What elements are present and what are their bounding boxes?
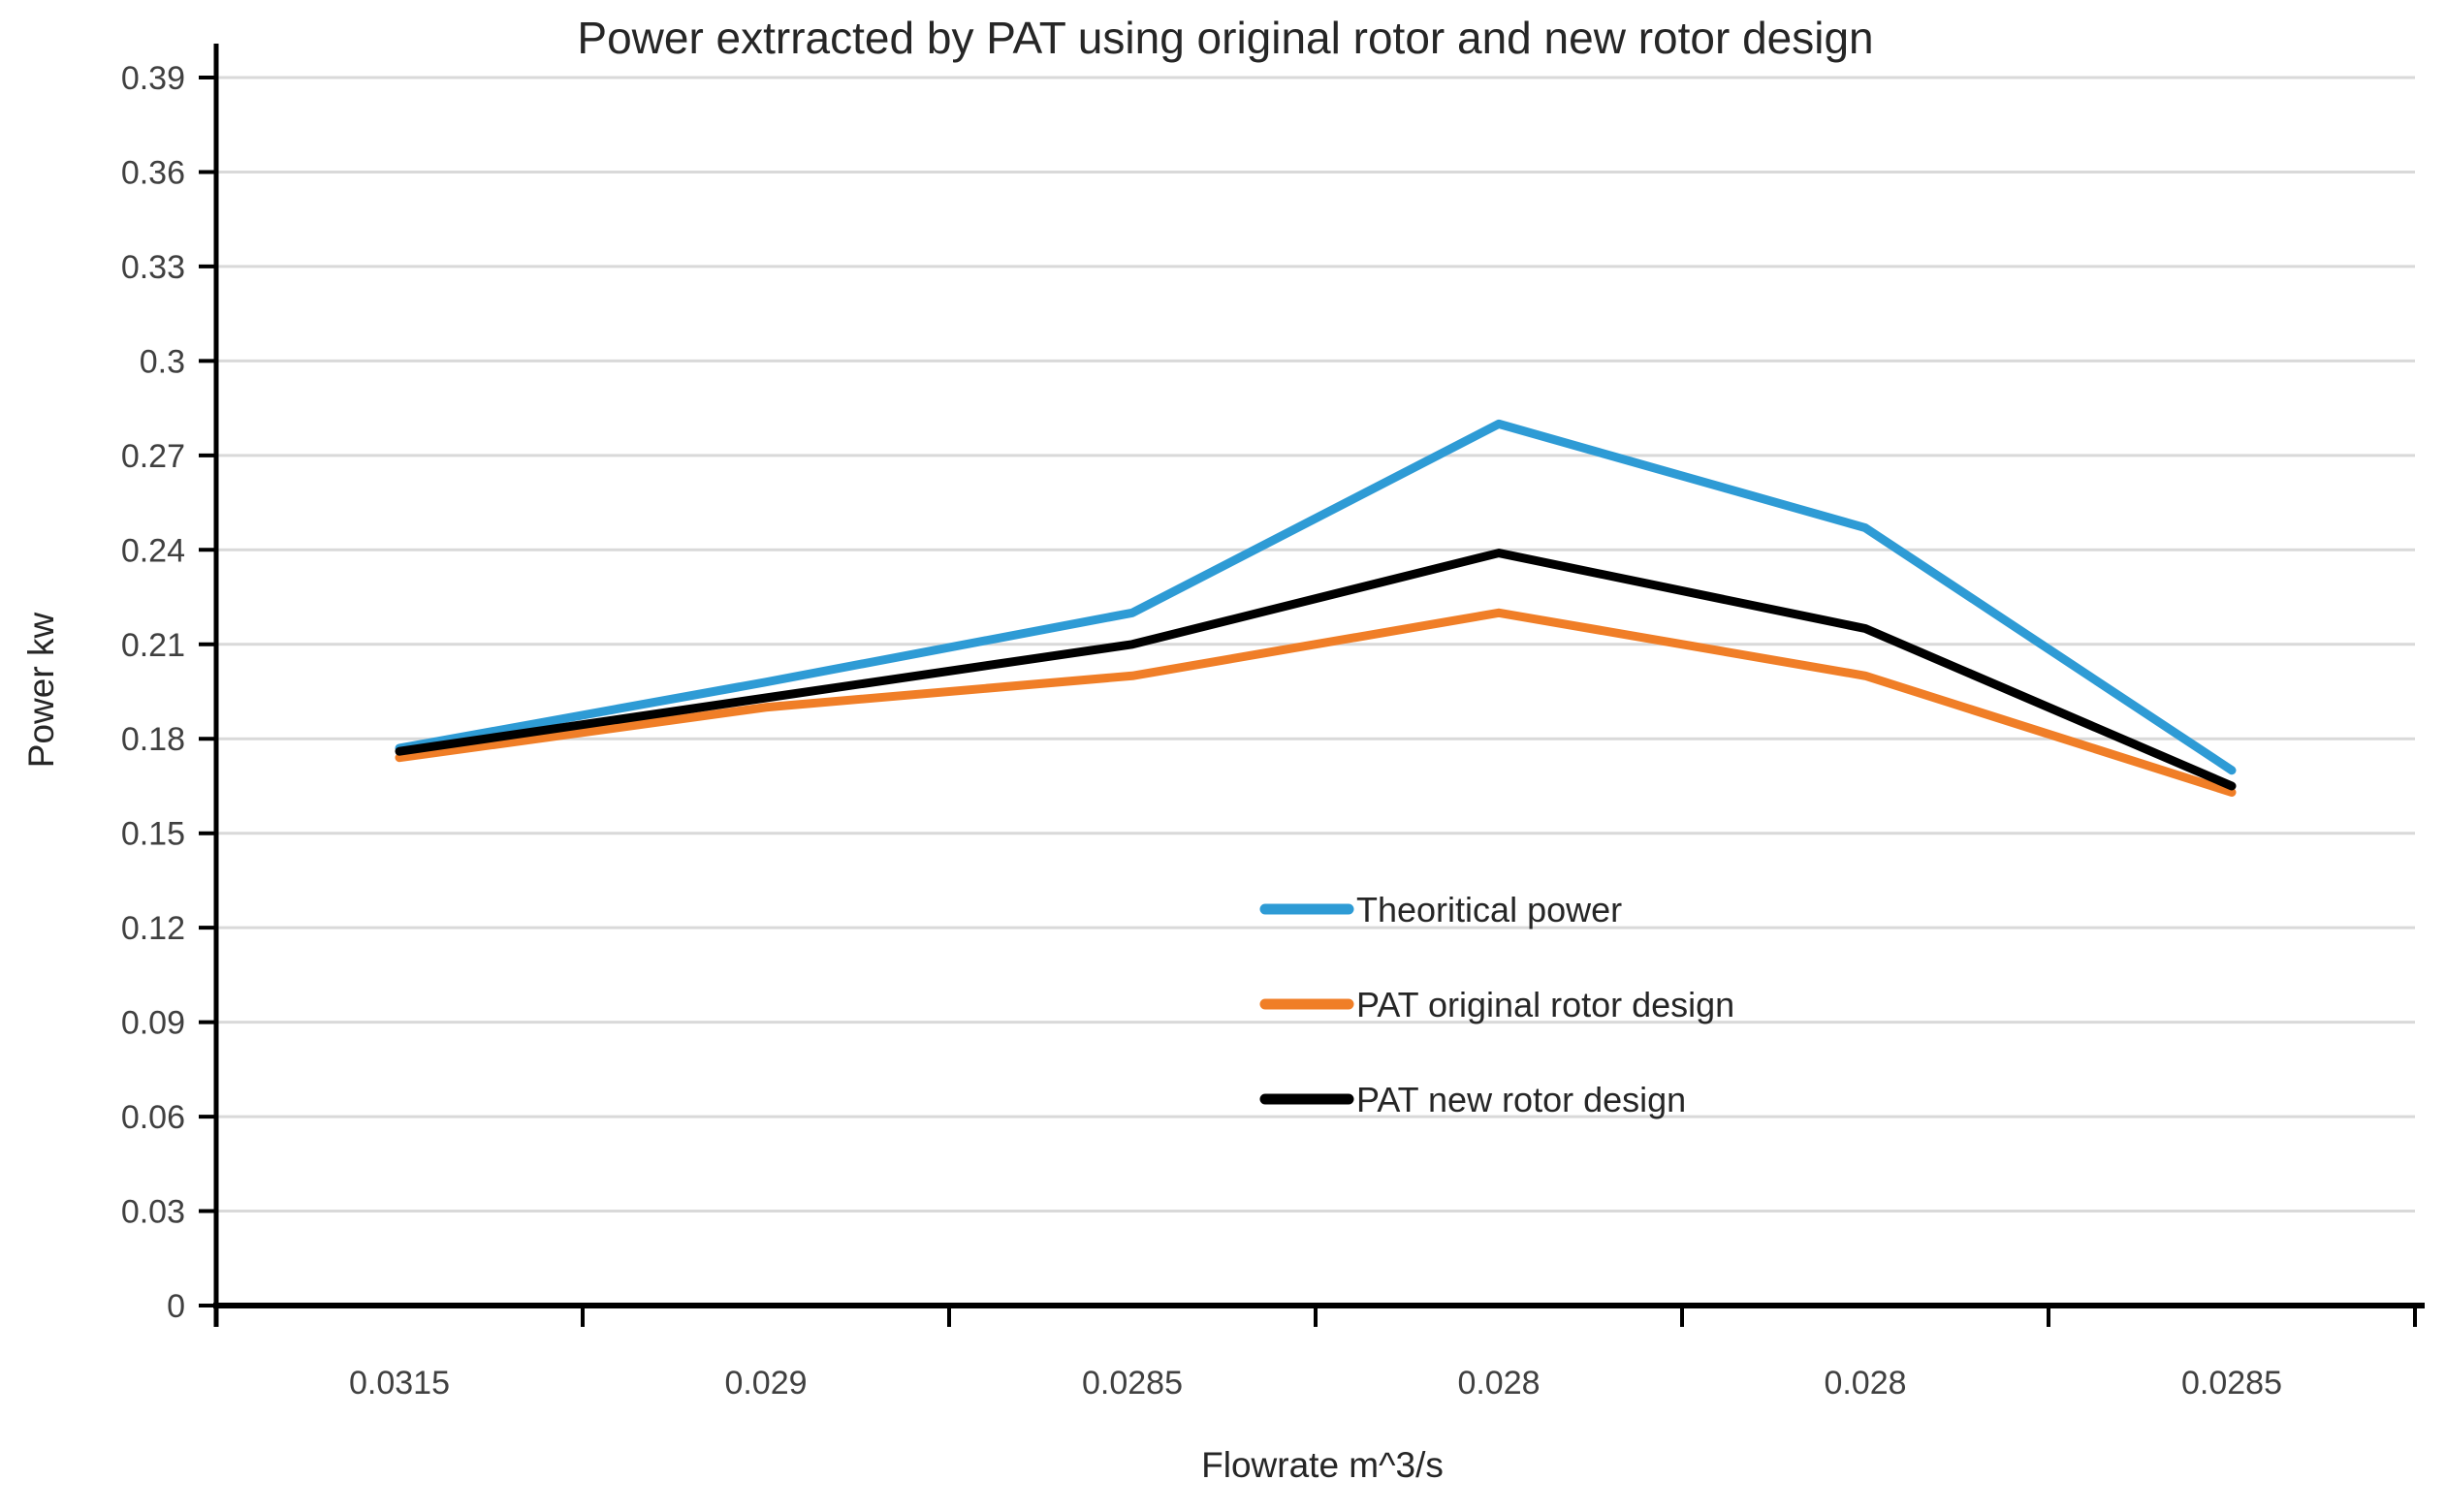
y-tick-label: 0.33 <box>121 249 185 286</box>
y-tick-label: 0.03 <box>121 1194 185 1231</box>
y-tick-label: 0.27 <box>121 438 185 475</box>
chart-title: Power extrracted by PAT using original r… <box>577 13 1874 63</box>
legend-label-pat-new-rotor-design: PAT new rotor design <box>1356 1080 1686 1119</box>
series-line-pat-original-rotor-design <box>395 608 2237 797</box>
y-tick-label: 0.39 <box>121 60 185 97</box>
y-tick-label: 0.21 <box>121 627 185 664</box>
y-tick-label: 0.06 <box>121 1099 185 1136</box>
series-line-pat-new-rotor-design <box>395 549 2237 791</box>
x-tick-label: 0.028 <box>1824 1365 1906 1402</box>
y-tick-label: 0.3 <box>140 343 185 380</box>
x-tick-label: 0.029 <box>724 1365 807 1402</box>
y-tick-label: 0.24 <box>121 532 185 569</box>
y-tick-label: 0.18 <box>121 721 185 758</box>
y-tick-label: 0.12 <box>121 910 185 947</box>
y-tick-label: 0 <box>167 1288 185 1325</box>
y-tick-label: 0.15 <box>121 816 185 853</box>
x-tick-label: 0.0285 <box>1082 1365 1183 1402</box>
x-tick-label: 0.028 <box>1457 1365 1540 1402</box>
legend-label-theoritical-power: Theoritical power <box>1356 890 1622 929</box>
y-axis-title: Power kw <box>21 612 61 769</box>
x-tick-label: 0.0315 <box>349 1365 450 1402</box>
y-tick-label: 0.09 <box>121 1005 185 1042</box>
series-line-theoritical-power <box>395 419 2237 775</box>
x-tick-label: 0.0285 <box>2181 1365 2282 1402</box>
y-tick-label: 0.36 <box>121 154 185 191</box>
x-axis-title: Flowrate m^3/s <box>1201 1445 1444 1485</box>
legend-label-pat-original-rotor-design: PAT original rotor design <box>1356 985 1734 1024</box>
